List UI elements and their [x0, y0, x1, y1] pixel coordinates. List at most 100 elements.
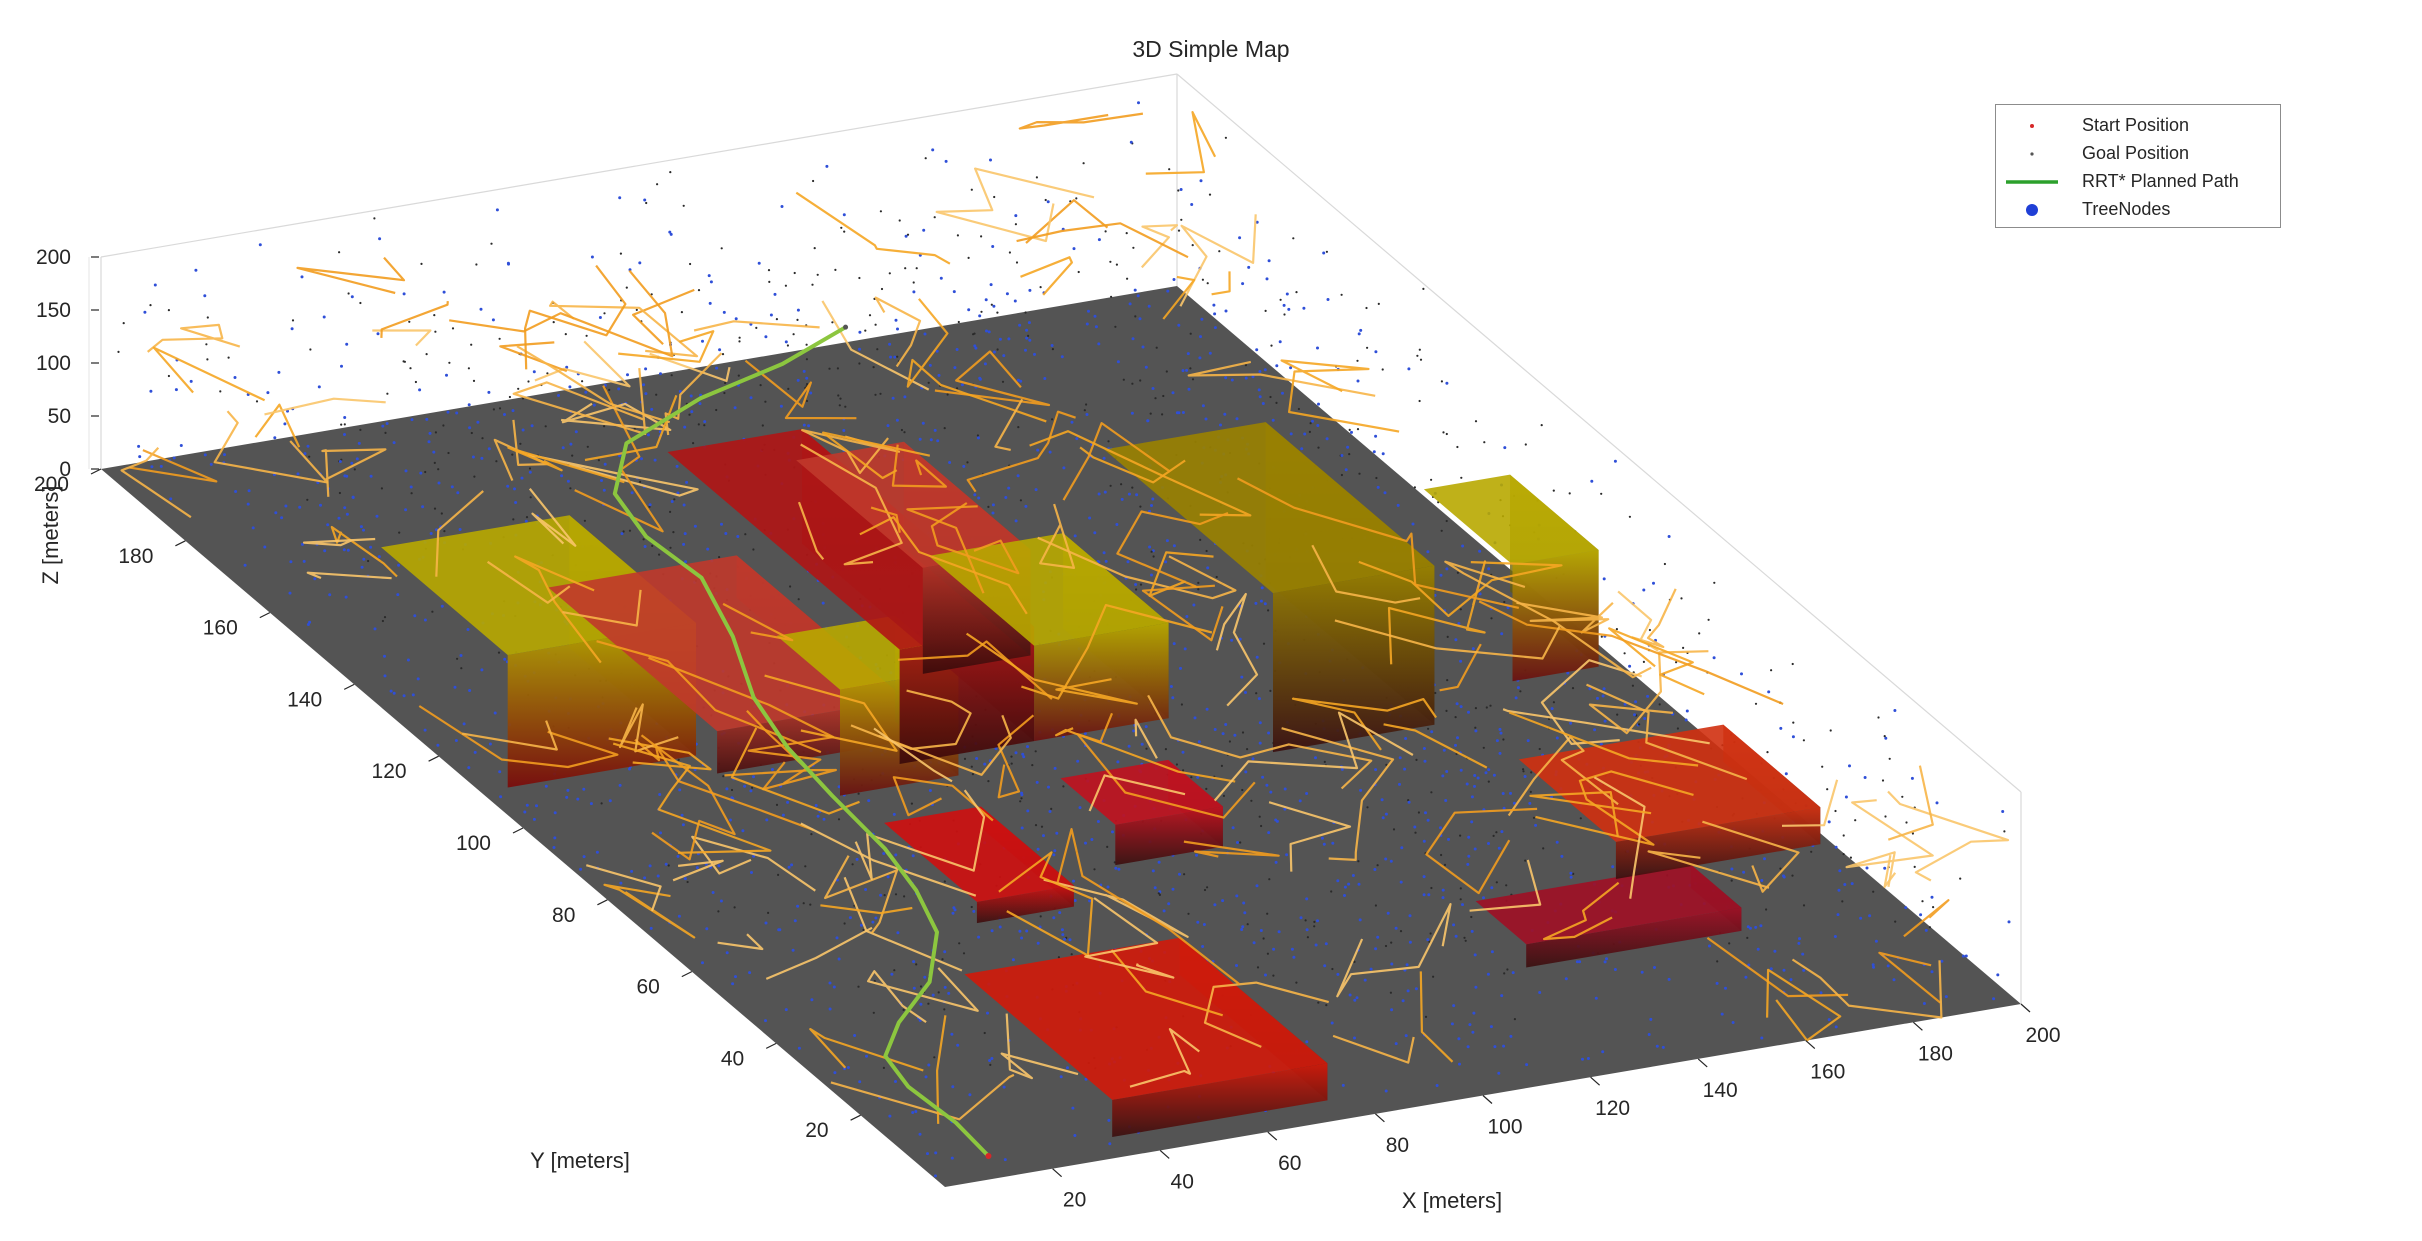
tree-node [1511, 971, 1515, 975]
tree-node [376, 332, 380, 336]
tree-node [513, 487, 516, 491]
tree-node [720, 522, 723, 526]
tree-node [828, 1007, 832, 1011]
tree-node [956, 234, 960, 237]
tree-node [701, 961, 704, 965]
tree-node [1348, 428, 1351, 431]
tree-node [492, 408, 495, 411]
tree-node [1285, 292, 1289, 296]
tree-node [1789, 978, 1793, 982]
tree-edge [147, 323, 241, 353]
tree-node [813, 247, 816, 250]
tree-node [1550, 707, 1554, 711]
tree-node [203, 294, 207, 298]
tree-node [446, 410, 450, 414]
tree-node [1206, 282, 1209, 285]
tree-node [953, 908, 957, 912]
tree-node [1590, 479, 1594, 483]
tree-node [1418, 399, 1421, 403]
chart-title: 3D Simple Map [1132, 36, 1290, 62]
tree-node [673, 498, 676, 501]
tree-node [857, 792, 860, 795]
tree-node [725, 951, 729, 955]
tree-node [402, 292, 406, 296]
legend-marker-treenodes [2026, 204, 2038, 216]
tree-node [1996, 973, 2000, 977]
tree-node [912, 290, 916, 294]
tree-node [975, 757, 979, 760]
tree-node [1001, 380, 1005, 383]
tree-node [862, 928, 865, 932]
tree-node [1424, 1015, 1428, 1019]
tree-node [781, 813, 785, 817]
tree-node [703, 420, 707, 424]
tree-node [1486, 972, 1490, 976]
tree-node [338, 460, 342, 463]
planned-path-line [612, 325, 991, 1158]
tree-node [926, 1152, 929, 1156]
tree-node [1002, 354, 1006, 358]
tree-node [544, 784, 548, 788]
tree-node [291, 319, 295, 322]
tree-node [359, 525, 363, 529]
tree-node [1114, 866, 1118, 870]
tree-node [568, 385, 572, 389]
tree-node [684, 560, 688, 564]
tree-node [383, 616, 387, 619]
tree-node [644, 367, 648, 371]
tree-node [1724, 986, 1727, 990]
tree-node [761, 424, 764, 427]
tree-node [784, 340, 788, 344]
tree-node [508, 395, 511, 399]
tree-edge [906, 298, 1047, 423]
tree-node [838, 404, 841, 407]
obstacle-block [1518, 724, 1821, 879]
tree-node [1313, 920, 1316, 924]
tree-edge [1183, 840, 1280, 858]
axes-box-edge [100, 73, 1178, 258]
tree-node [1341, 1083, 1345, 1087]
tree-node [910, 802, 914, 805]
tree-node [987, 505, 990, 508]
tree-node [1992, 997, 1996, 1001]
tree-node [209, 462, 213, 466]
tree-node [1199, 179, 1203, 183]
tree-node [423, 728, 427, 732]
tree-node [658, 793, 662, 796]
tree-node [1430, 886, 1433, 890]
tree-node [749, 789, 753, 793]
tree-node [1258, 815, 1261, 818]
tree-node [990, 303, 993, 306]
tree-node [1224, 723, 1228, 726]
tree-node [786, 800, 790, 804]
tree-node [933, 216, 936, 219]
tree-node [458, 528, 462, 531]
tree-node [1376, 485, 1380, 489]
tree-edge [152, 346, 266, 402]
tree-node [717, 864, 721, 868]
tree-node [1191, 244, 1194, 247]
tree-node [1231, 826, 1235, 830]
tree-node [1502, 1044, 1506, 1048]
tree-node [1910, 776, 1914, 780]
tree-edge [820, 904, 913, 915]
tree-node [1242, 901, 1246, 905]
tree-node [1314, 756, 1317, 760]
tree-node [858, 330, 862, 334]
tree-node [967, 308, 971, 312]
tree-node [1189, 367, 1192, 370]
tree-node [1120, 497, 1124, 501]
tree-node [1432, 975, 1435, 978]
tree-node [306, 444, 310, 448]
tree-node [1441, 896, 1445, 900]
tree-node [983, 762, 987, 766]
tree-edge [744, 359, 857, 420]
tree-node [787, 865, 791, 869]
tree-node [764, 921, 768, 925]
tree-edge [797, 501, 825, 560]
tree-node [1238, 236, 1242, 240]
y-tick-mark [597, 899, 608, 906]
tree-node [1493, 1045, 1497, 1049]
tree-edge [1586, 683, 1748, 781]
tree-node [1007, 337, 1011, 341]
